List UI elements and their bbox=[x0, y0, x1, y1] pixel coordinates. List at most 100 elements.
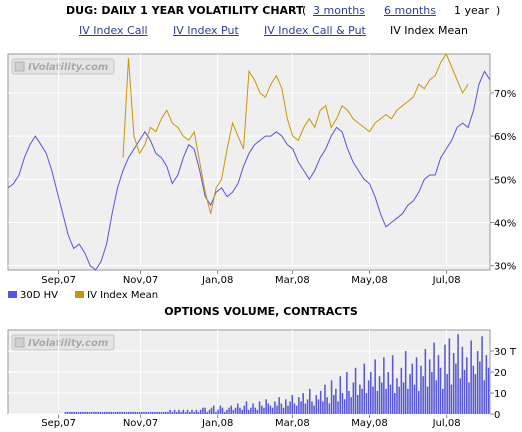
volume-bar bbox=[223, 411, 226, 414]
volume-bar bbox=[241, 409, 243, 414]
volume-bar bbox=[394, 393, 396, 414]
volume-bar bbox=[444, 344, 446, 414]
y-tick-label: 60% bbox=[494, 132, 516, 143]
volatility-chart: IVolatility.com Sep,07 Nov,07 Jan,08 Mar,08 M… bbox=[7, 52, 516, 286]
volume-bar bbox=[452, 353, 455, 414]
volume-bar bbox=[361, 388, 363, 414]
volume-bar bbox=[123, 411, 126, 414]
volume-bar bbox=[217, 409, 219, 414]
chart-legend: 30D HV IV Index Mean bbox=[8, 290, 158, 301]
volume-bar bbox=[343, 399, 346, 414]
watermark: IVolatility.com bbox=[11, 334, 115, 351]
volume-bar bbox=[128, 411, 130, 414]
volume-bar bbox=[285, 399, 287, 414]
volume-bar bbox=[313, 405, 315, 414]
volume-bar bbox=[479, 361, 481, 414]
volume-bar bbox=[230, 405, 233, 414]
volume-bar bbox=[180, 411, 182, 414]
volume-bar bbox=[130, 411, 132, 414]
volume-bar bbox=[398, 386, 400, 414]
volume-bar bbox=[221, 407, 224, 414]
legend-swatch-hv bbox=[8, 291, 17, 298]
volume-bar bbox=[274, 401, 276, 414]
tab-iv-index-call-put[interactable]: IV Index Call & Put bbox=[264, 24, 366, 37]
volume-bar bbox=[359, 384, 361, 414]
volume-bar bbox=[278, 397, 280, 414]
volume-bar bbox=[468, 382, 470, 414]
volume-bar bbox=[165, 411, 167, 414]
volume-bar bbox=[119, 411, 121, 414]
volume-bar bbox=[363, 363, 366, 414]
volume-bar bbox=[186, 409, 189, 414]
watermark: IVolatility.com bbox=[11, 58, 115, 75]
volume-bar bbox=[110, 411, 113, 414]
volume-bar bbox=[466, 357, 468, 414]
volume-bar bbox=[328, 403, 331, 414]
volume-bar bbox=[243, 405, 246, 414]
volume-bar bbox=[197, 411, 200, 414]
volume-bar bbox=[326, 397, 328, 414]
x-tick-label: May,08 bbox=[351, 275, 388, 286]
volume-bar bbox=[433, 342, 435, 414]
volume-bar bbox=[73, 411, 75, 414]
volume-bar bbox=[376, 390, 379, 414]
volume-bar bbox=[88, 411, 91, 414]
x-tick-label: Mar,08 bbox=[275, 418, 310, 429]
volume-bar bbox=[93, 411, 95, 414]
volume-bar bbox=[206, 411, 209, 414]
volume-bar bbox=[450, 384, 453, 414]
watermark-box bbox=[11, 58, 115, 75]
volume-bar bbox=[228, 407, 230, 414]
volume-bar bbox=[226, 409, 228, 414]
volume-bar bbox=[282, 407, 285, 414]
volume-bar bbox=[239, 407, 241, 414]
volume-bar bbox=[385, 388, 387, 414]
volume-bar bbox=[322, 401, 324, 414]
x-tick-label: Jul,08 bbox=[432, 275, 461, 286]
volume-bar bbox=[346, 372, 348, 414]
page-title: DUG: DAILY 1 YEAR VOLATILITY CHART bbox=[66, 4, 304, 17]
x-tick-label: Jul,08 bbox=[432, 418, 461, 429]
volume-bar bbox=[428, 359, 431, 414]
volume-bar bbox=[442, 388, 444, 414]
range-link-6-months[interactable]: 6 months bbox=[384, 4, 436, 17]
legend-swatch-iv bbox=[75, 291, 85, 298]
volume-bar bbox=[75, 411, 78, 414]
volume-bar bbox=[335, 388, 337, 414]
volume-bar bbox=[381, 382, 383, 414]
x-tick-label: Jan,08 bbox=[201, 418, 233, 429]
volume-bar bbox=[402, 382, 405, 414]
tab-iv-index-call[interactable]: IV Index Call bbox=[79, 24, 148, 37]
volume-bar bbox=[487, 367, 490, 414]
volume-bar bbox=[418, 390, 420, 414]
volume-bar bbox=[420, 365, 422, 414]
volume-bar bbox=[365, 393, 368, 414]
volume-bar bbox=[317, 399, 320, 414]
volume-bar bbox=[261, 405, 263, 414]
volume-bar bbox=[219, 405, 222, 414]
volume-bar bbox=[367, 380, 370, 414]
volume-bar bbox=[348, 390, 350, 414]
volume-bar bbox=[101, 411, 104, 414]
volume-bar bbox=[215, 411, 217, 414]
volume-bar bbox=[167, 411, 169, 414]
volume-bar bbox=[437, 355, 440, 414]
volume-bar bbox=[265, 399, 267, 414]
volume-bar bbox=[71, 411, 73, 414]
volume-bar bbox=[162, 411, 165, 414]
range-link-3-months[interactable]: 3 months bbox=[313, 4, 365, 17]
volume-bar bbox=[400, 367, 403, 414]
volume-bar bbox=[291, 395, 294, 414]
volume-bar bbox=[411, 363, 414, 414]
volume-bar bbox=[154, 411, 156, 414]
volume-bar bbox=[333, 395, 335, 414]
volume-bar bbox=[149, 411, 152, 414]
tab-iv-index-put[interactable]: IV Index Put bbox=[173, 24, 239, 37]
x-tick-label: Jan,08 bbox=[201, 275, 233, 286]
volume-bar bbox=[84, 411, 86, 414]
volume-bar bbox=[95, 411, 97, 414]
volume-bar bbox=[204, 407, 206, 414]
y-tick-label: 30 T bbox=[494, 347, 517, 358]
volume-bar bbox=[389, 384, 392, 414]
volume-bar bbox=[370, 372, 372, 414]
